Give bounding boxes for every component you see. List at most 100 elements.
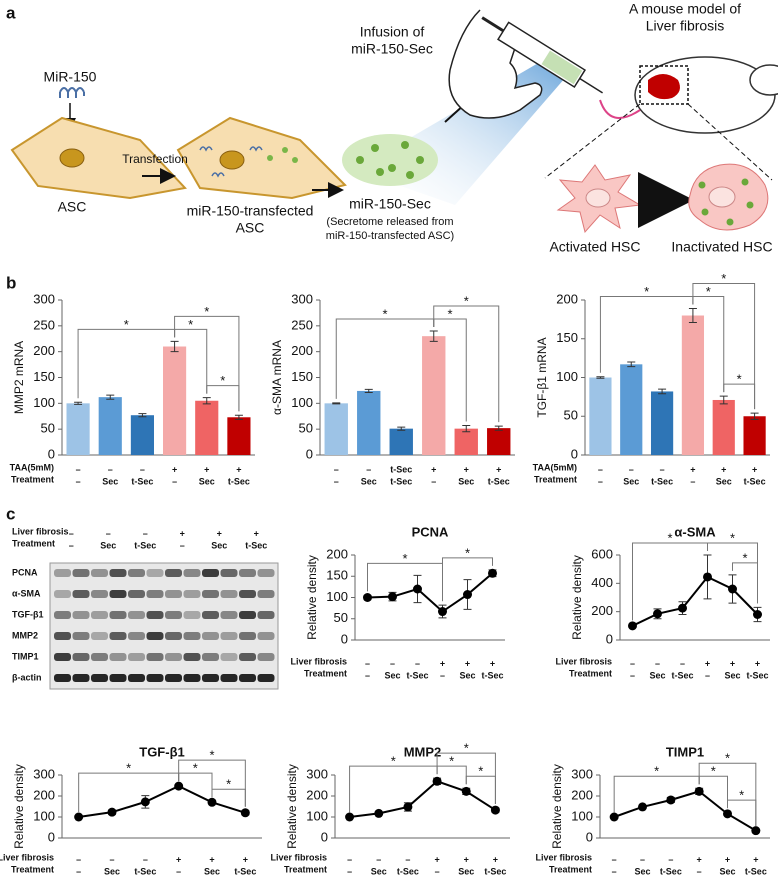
y-tick-label: 0 [48,446,55,461]
blot-header-value: + [180,528,185,538]
mirna [199,146,263,178]
label: Liver fibrosis [646,18,725,34]
panel-label: b [6,273,16,292]
band [220,611,238,619]
band [220,590,238,598]
error-bar [719,395,728,405]
band [146,611,164,619]
condition-value: t-Sec [397,866,419,876]
condition-label: Treatment [569,668,612,678]
condition-value: t-Sec [234,866,256,876]
condition-value: – [431,476,436,486]
point [753,610,762,619]
y-tick-label: 50 [41,421,55,436]
label: ASC [236,220,265,236]
y-tick-label: 200 [291,343,313,358]
point [388,592,397,602]
condition-value: Sec [719,866,735,876]
band [54,674,71,682]
point [751,826,761,836]
y-axis-label: MMP2 mRNA [12,341,26,414]
significance-label: * [644,284,649,299]
condition-value: t-Sec [488,476,510,486]
significance-label: * [220,373,225,388]
point [240,808,250,818]
band [220,653,238,661]
condition-value: + [464,464,469,474]
band [109,611,127,619]
condition-value: Sec [371,866,387,876]
tail [599,99,641,119]
condition-label: Liver fibrosis [270,852,327,862]
error-bar [688,308,697,323]
chart-title: TIMP1 [666,744,704,759]
bar [98,397,122,455]
blot-row-label: TIMP1 [12,651,39,661]
y-tick-label: 200 [556,291,578,306]
error-bar [170,340,179,353]
band [220,632,238,640]
significance-label: * [465,545,470,560]
significance-bracket [433,305,500,423]
y-tick-label: 250 [33,317,55,332]
condition-value: Sec [623,476,639,486]
blot-header-value: – [69,528,74,538]
point [463,590,472,600]
point [363,593,372,602]
condition-value: – [630,670,635,680]
condition-value: + [431,464,436,474]
point [107,807,117,817]
blot-header-value: – [69,540,74,550]
label: Infusion of [360,24,425,40]
condition-value: – [598,476,603,486]
condition-value: Sec [384,670,400,680]
condition-value: – [140,464,145,474]
band [165,653,182,661]
y-tick-label: 200 [306,787,328,802]
condition-value: t-Sec [134,866,156,876]
condition-value: – [109,854,114,864]
band [54,653,71,661]
bar [743,416,766,455]
significance-label: * [193,761,198,776]
condition-value: – [176,866,181,876]
y-tick-label: 150 [326,568,348,583]
band [128,590,145,598]
y-tick-label: 100 [556,369,578,384]
condition-value: + [753,854,758,864]
point [638,802,647,812]
y-axis-label: Relative density [285,764,299,849]
label: miR-150-transfected [187,203,314,219]
significance-label: * [464,741,469,756]
significance-label: * [382,306,387,321]
condition-value: – [365,670,370,680]
condition-value: – [440,670,445,680]
band [109,674,127,682]
error-bar [627,361,636,368]
condition-value: + [236,464,241,474]
condition-value: Sec [102,476,118,486]
condition-value: – [76,866,81,876]
point [488,568,497,578]
band [202,611,219,619]
significance-label: * [402,551,407,566]
condition-value: + [434,854,439,864]
band [257,653,275,661]
condition-value: – [640,854,645,864]
panel-label: a [6,3,16,22]
mirna [59,87,85,98]
blot-row-label: PCNA [12,567,38,577]
condition-value: – [660,464,665,474]
significance-label: * [654,764,659,779]
significance-label: * [667,530,672,545]
vesicles [356,141,424,179]
y-tick-label: 100 [33,395,55,410]
band [239,590,256,598]
band [109,569,127,577]
condition-value: – [108,464,113,474]
condition-value: – [655,658,660,668]
chart-title: TGF-β1 [139,744,185,759]
y-tick-label: 200 [33,787,55,802]
condition-value: + [725,854,730,864]
band [165,569,182,577]
